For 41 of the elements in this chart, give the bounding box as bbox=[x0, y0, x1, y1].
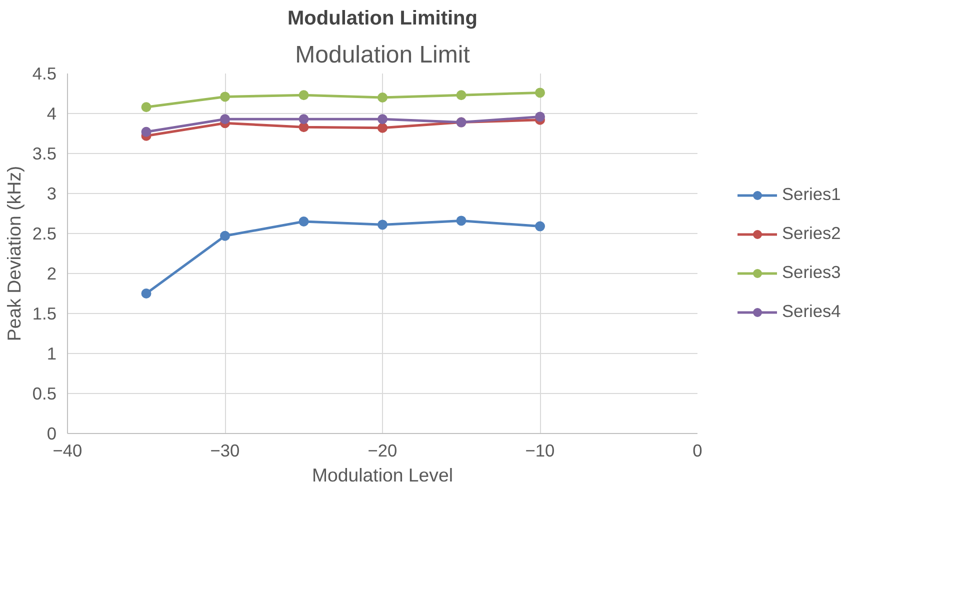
point bbox=[220, 230, 230, 241]
y-tick-label: 1 bbox=[46, 344, 57, 364]
y-axis-title: Peak Deviation (kHz) bbox=[3, 166, 24, 342]
point bbox=[378, 220, 388, 230]
point bbox=[535, 112, 545, 122]
legend-label: Series2 bbox=[782, 223, 841, 244]
point bbox=[141, 102, 152, 112]
y-tick-label: 0 bbox=[46, 424, 57, 444]
x-tick-label: −20 bbox=[368, 440, 398, 460]
point bbox=[535, 88, 545, 98]
point bbox=[220, 92, 230, 102]
x-tick-label: −10 bbox=[525, 440, 555, 460]
point bbox=[141, 126, 152, 137]
legend-label: Series1 bbox=[782, 184, 841, 205]
point bbox=[456, 90, 466, 100]
chart-subtitle: Modulation Limit bbox=[295, 42, 470, 68]
point bbox=[456, 216, 466, 226]
point bbox=[378, 92, 388, 102]
point bbox=[535, 221, 545, 232]
y-tick-label: 0.5 bbox=[32, 384, 57, 404]
chart-title: Modulation Limiting bbox=[288, 8, 478, 30]
legend-label: Series3 bbox=[782, 262, 841, 283]
point bbox=[141, 288, 152, 298]
y-tick-label: 4.5 bbox=[32, 64, 57, 84]
y-tick-label: 2.5 bbox=[32, 224, 57, 244]
y-tick-label: 4 bbox=[46, 104, 57, 124]
x-tick-label: −30 bbox=[210, 440, 240, 460]
point bbox=[298, 216, 309, 226]
x-tick-label: 0 bbox=[692, 440, 702, 460]
legend-label: Series4 bbox=[782, 301, 841, 322]
y-tick-label: 2 bbox=[46, 264, 57, 284]
y-tick-label: 1.5 bbox=[32, 304, 57, 324]
y-tick-label: 3.5 bbox=[32, 144, 57, 164]
y-tick-label: 3 bbox=[46, 184, 57, 204]
point bbox=[378, 114, 388, 124]
point bbox=[378, 122, 388, 133]
point bbox=[298, 90, 309, 100]
point bbox=[298, 114, 309, 124]
point bbox=[220, 114, 230, 124]
x-tick-label: −40 bbox=[52, 440, 82, 460]
x-axis-title: Modulation Level bbox=[312, 464, 454, 486]
